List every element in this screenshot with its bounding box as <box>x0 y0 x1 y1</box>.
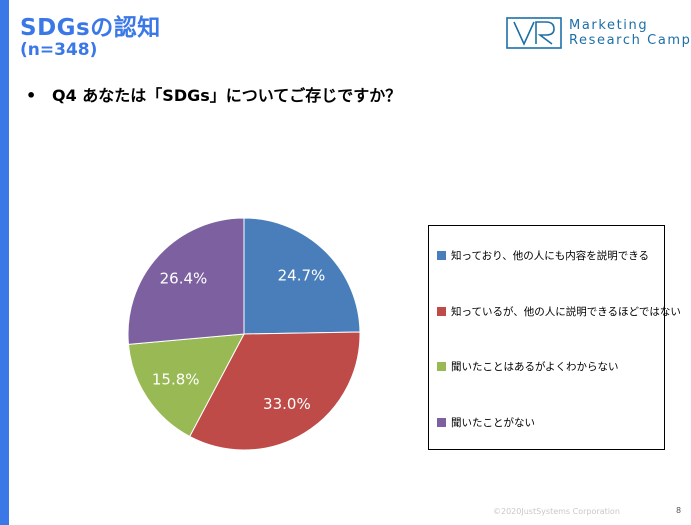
legend-item-2: 知っているが、他の人に説明できるほどではない <box>437 304 681 318</box>
question-text: Q4 あなたは「SDGs」についてご存じですか？ <box>52 86 402 105</box>
legend-label: 知っているが、他の人に説明できるほどではない <box>451 305 681 318</box>
vr-logo-icon <box>506 17 562 49</box>
copyright: ©2020JustSystems Corporation <box>493 507 620 516</box>
pie-label-2: 33.0% <box>263 395 311 413</box>
legend-swatch <box>437 361 446 371</box>
pie-chart: 24.7% 33.0% 15.8% 26.4% <box>127 217 361 451</box>
left-accent-bar <box>0 0 9 525</box>
pie-label-1: 24.7% <box>278 267 326 285</box>
legend-swatch <box>437 417 446 427</box>
logo-line-1: Marketing <box>569 18 649 33</box>
pie-slice-2 <box>188 331 361 451</box>
legend-item-4: 聞いたことがない <box>437 415 535 429</box>
legend-label: 聞いたことはあるがよくわからない <box>451 360 619 373</box>
brand-logo: Marketing Research Camp <box>506 17 690 51</box>
pie-slice-3 <box>127 333 245 438</box>
pie-slice-1 <box>243 217 361 335</box>
sample-size: (n=348) <box>20 40 98 60</box>
logo-text: Marketing Research Camp <box>569 18 691 48</box>
legend-item-3: 聞いたことはあるがよくわからない <box>437 359 618 373</box>
legend-label: 聞いたことがない <box>451 416 535 429</box>
pie-slice-4 <box>127 217 245 345</box>
pie-label-3: 15.8% <box>152 370 200 388</box>
pie-label-4: 26.4% <box>160 270 208 288</box>
chart-legend: 知っており、他の人にも内容を説明できる知っているが、他の人に説明できるほどではな… <box>428 225 681 450</box>
page-title: SDGsの認知 <box>20 15 161 41</box>
page-number: 8 <box>676 506 682 515</box>
legend-label: 知っており、他の人にも内容を説明できる <box>451 249 650 262</box>
question-line: • Q4 あなたは「SDGs」についてご存じですか？ <box>26 82 401 106</box>
legend-swatch <box>437 306 446 316</box>
logo-line-2: Research Camp <box>569 33 691 48</box>
bullet: • <box>26 86 37 105</box>
legend-swatch <box>437 250 446 260</box>
legend-item-1: 知っており、他の人にも内容を説明できる <box>437 248 649 262</box>
